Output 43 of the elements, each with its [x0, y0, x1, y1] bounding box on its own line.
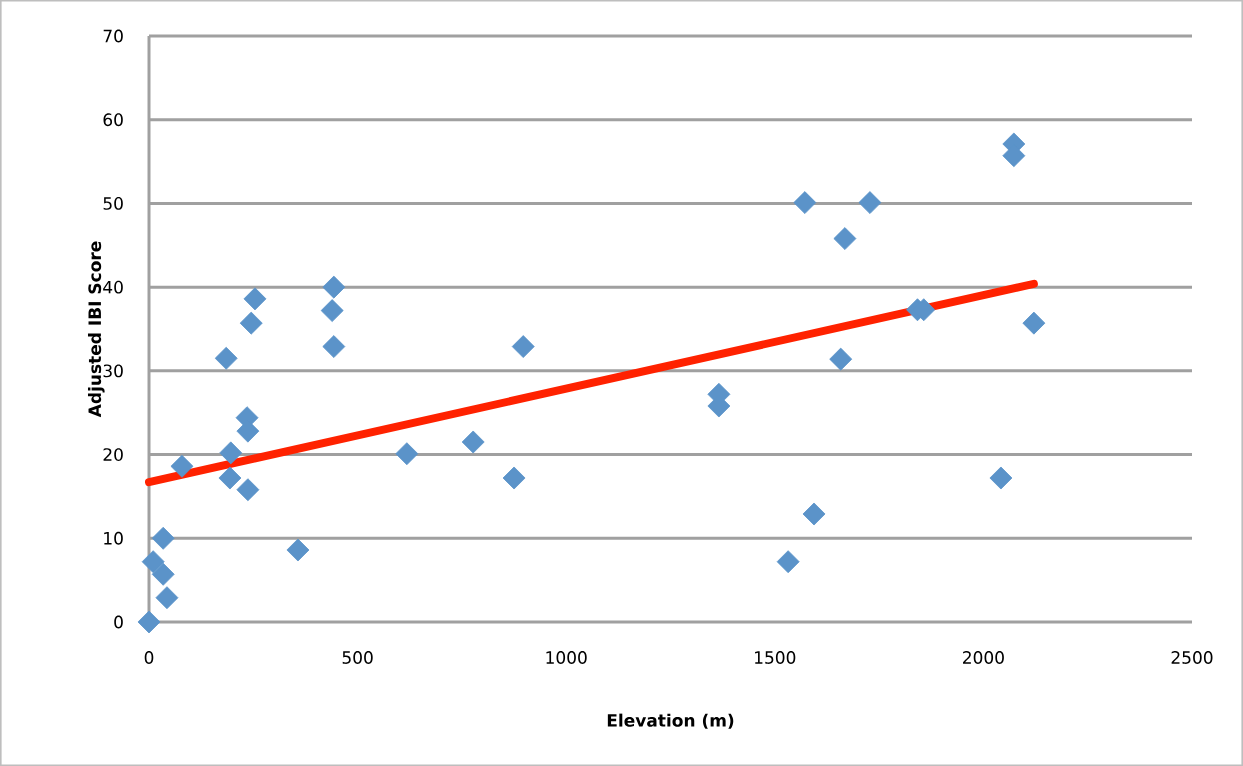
point: [170, 454, 194, 478]
point: [219, 441, 243, 465]
point: [151, 562, 175, 586]
y-tick-label: 70: [103, 29, 123, 43]
x-tick-label: 1000: [546, 651, 587, 664]
point: [236, 478, 260, 502]
point: [286, 538, 310, 562]
x-tick-label: 2500: [1171, 651, 1213, 664]
point: [793, 191, 817, 215]
y-tick-label: 50: [103, 197, 123, 210]
y-tick-label: 60: [103, 113, 123, 127]
point: [322, 275, 346, 299]
point: [243, 287, 267, 311]
point: [151, 526, 175, 550]
point: [395, 442, 419, 466]
x-tick-label: 0: [144, 651, 154, 664]
y-tick-label: 0: [114, 615, 123, 629]
point: [155, 586, 179, 610]
point: [833, 227, 857, 251]
y-tick-label: 40: [103, 280, 123, 294]
point: [214, 346, 238, 370]
point: [137, 610, 161, 634]
point: [502, 466, 526, 490]
y-tick-label: 30: [103, 364, 123, 378]
point: [141, 550, 165, 574]
point: [829, 347, 853, 371]
point: [322, 335, 346, 359]
point: [320, 299, 344, 323]
x-tick-label: 1500: [755, 651, 796, 664]
point: [511, 335, 535, 359]
point: [989, 466, 1013, 490]
point: [218, 466, 242, 490]
y-tick-label: 20: [103, 448, 123, 461]
point: [461, 430, 485, 454]
point: [858, 191, 882, 215]
point: [1022, 311, 1046, 335]
x-tick-label: 500: [342, 651, 373, 664]
point: [802, 502, 826, 526]
x-axis-title: Elevation (m): [607, 713, 734, 729]
point: [239, 311, 263, 335]
x-tick-label: 2000: [963, 651, 1004, 664]
point: [776, 550, 800, 574]
y-tick-label: 10: [104, 531, 123, 545]
